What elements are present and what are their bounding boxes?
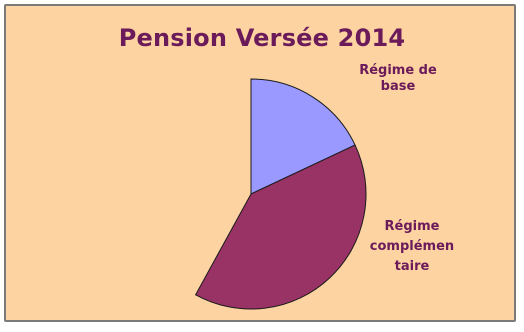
pie-slice-1 [194,144,367,310]
slice-label-0: Régime de base [359,63,437,94]
slice-label-line: Régime de [359,63,437,78]
slice-labels: Régime de base Régime complémen taire [359,63,454,274]
pie-slice-0 [250,78,356,195]
slice-label-line: taire [395,259,430,274]
slice-label-line: base [381,79,416,94]
slice-label-line: complémen [370,239,454,254]
slice-label-line: Régime [385,219,440,234]
pie-slices [194,78,367,310]
slice-label-1: Régime complémen taire [370,219,454,274]
chart-title: Pension Versée 2014 [118,24,406,52]
